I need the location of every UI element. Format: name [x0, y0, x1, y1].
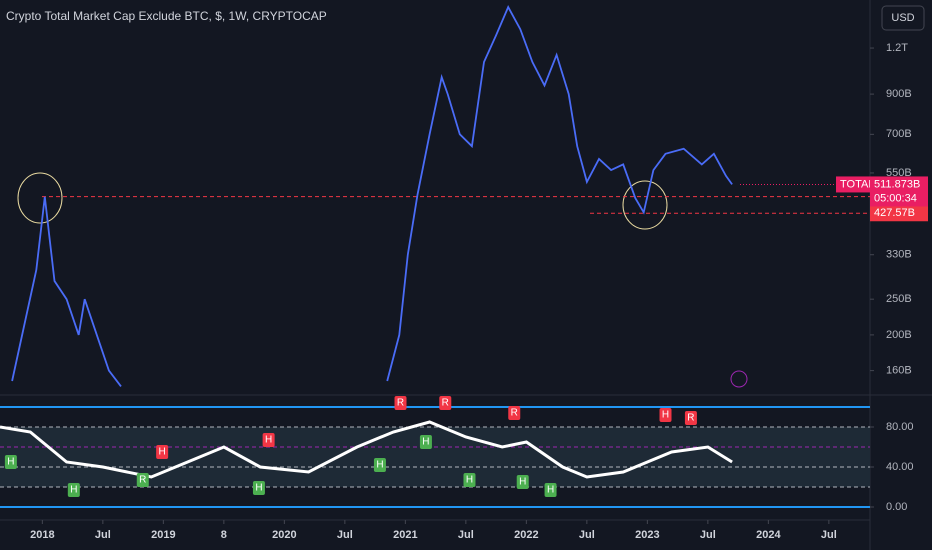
y-tick-label: 0.00: [886, 501, 907, 513]
x-tick-label: Jul: [700, 529, 716, 541]
series-name-tag: [836, 176, 870, 193]
osc-band: [0, 427, 870, 487]
x-tick-label: 2022: [514, 529, 538, 541]
signal-badge: [419, 435, 432, 449]
signal-badge: [373, 458, 386, 472]
signal-badge: [252, 481, 265, 495]
signal-label: H: [422, 437, 429, 448]
x-tick-label: Jul: [579, 529, 595, 541]
y-tick-label: 900B: [886, 88, 912, 100]
signal-label: H: [662, 410, 669, 421]
signal-badge: [463, 473, 476, 487]
y-tick-label: 330B: [886, 249, 912, 261]
signal-label: H: [70, 485, 77, 496]
price-tag-label: 427.57B: [874, 207, 915, 219]
signal-label: R: [511, 408, 518, 419]
signal-label: H: [7, 457, 14, 468]
signal-label: H: [547, 485, 554, 496]
y-tick-label: 160B: [886, 365, 912, 377]
signal-label: R: [687, 413, 694, 424]
signal-badge: [508, 406, 521, 420]
alert-icon[interactable]: [730, 370, 748, 388]
y-tick-label: 550B: [886, 167, 912, 179]
signal-label: R: [397, 398, 404, 409]
signal-label: H: [376, 460, 383, 471]
signal-badge: [544, 483, 557, 497]
annotation-circle: [622, 180, 668, 230]
x-tick-label: Jul: [95, 529, 111, 541]
series-line: [11, 5, 733, 387]
last-price-label: 511.873B: [874, 178, 920, 190]
signal-label: H: [265, 435, 272, 446]
y-tick-label: 1.2T: [886, 42, 908, 54]
signal-label: R: [442, 398, 449, 409]
x-tick-label: Jul: [458, 529, 474, 541]
last-price-tag: [870, 176, 928, 207]
x-tick-label: 8: [221, 529, 227, 541]
signal-badge: [4, 455, 17, 469]
price-tag: [870, 205, 928, 222]
y-tick-label: 250B: [886, 293, 912, 305]
chart-title: Crypto Total Market Cap Exclude BTC, $, …: [6, 9, 327, 23]
signal-label: R: [139, 475, 146, 486]
signal-label: H: [255, 483, 262, 494]
y-tick-label: 40.00: [886, 461, 914, 473]
annotation-circle: [17, 172, 63, 224]
currency-button[interactable]: [881, 5, 925, 31]
series-line: [0, 420, 733, 479]
x-tick-label: Jul: [821, 529, 837, 541]
signal-label: H: [466, 475, 473, 486]
x-tick-label: 2018: [30, 529, 54, 541]
signal-badge: [136, 473, 149, 487]
x-tick-label: 2020: [272, 529, 296, 541]
signal-badge: [684, 411, 697, 425]
signal-badge: [156, 445, 169, 459]
x-tick-label: Jul: [337, 529, 353, 541]
x-tick-label: 2019: [151, 529, 175, 541]
y-tick-label: 700B: [886, 128, 912, 140]
signal-badge: [659, 408, 672, 422]
signal-badge: [516, 475, 529, 489]
signal-badge: [394, 396, 407, 410]
x-tick-label: 2023: [635, 529, 659, 541]
x-tick-label: 2024: [756, 529, 781, 541]
signal-badge: [262, 433, 275, 447]
x-tick-label: 2021: [393, 529, 417, 541]
y-tick-label: 200B: [886, 329, 912, 341]
signal-badge: [439, 396, 452, 410]
currency-label[interactable]: USD: [891, 12, 914, 24]
signal-label: H: [519, 477, 526, 488]
signal-label: H: [159, 447, 166, 458]
y-tick-label: 80.00: [886, 421, 914, 433]
countdown: 05:00:34: [874, 192, 917, 204]
signal-badge: [67, 483, 80, 497]
